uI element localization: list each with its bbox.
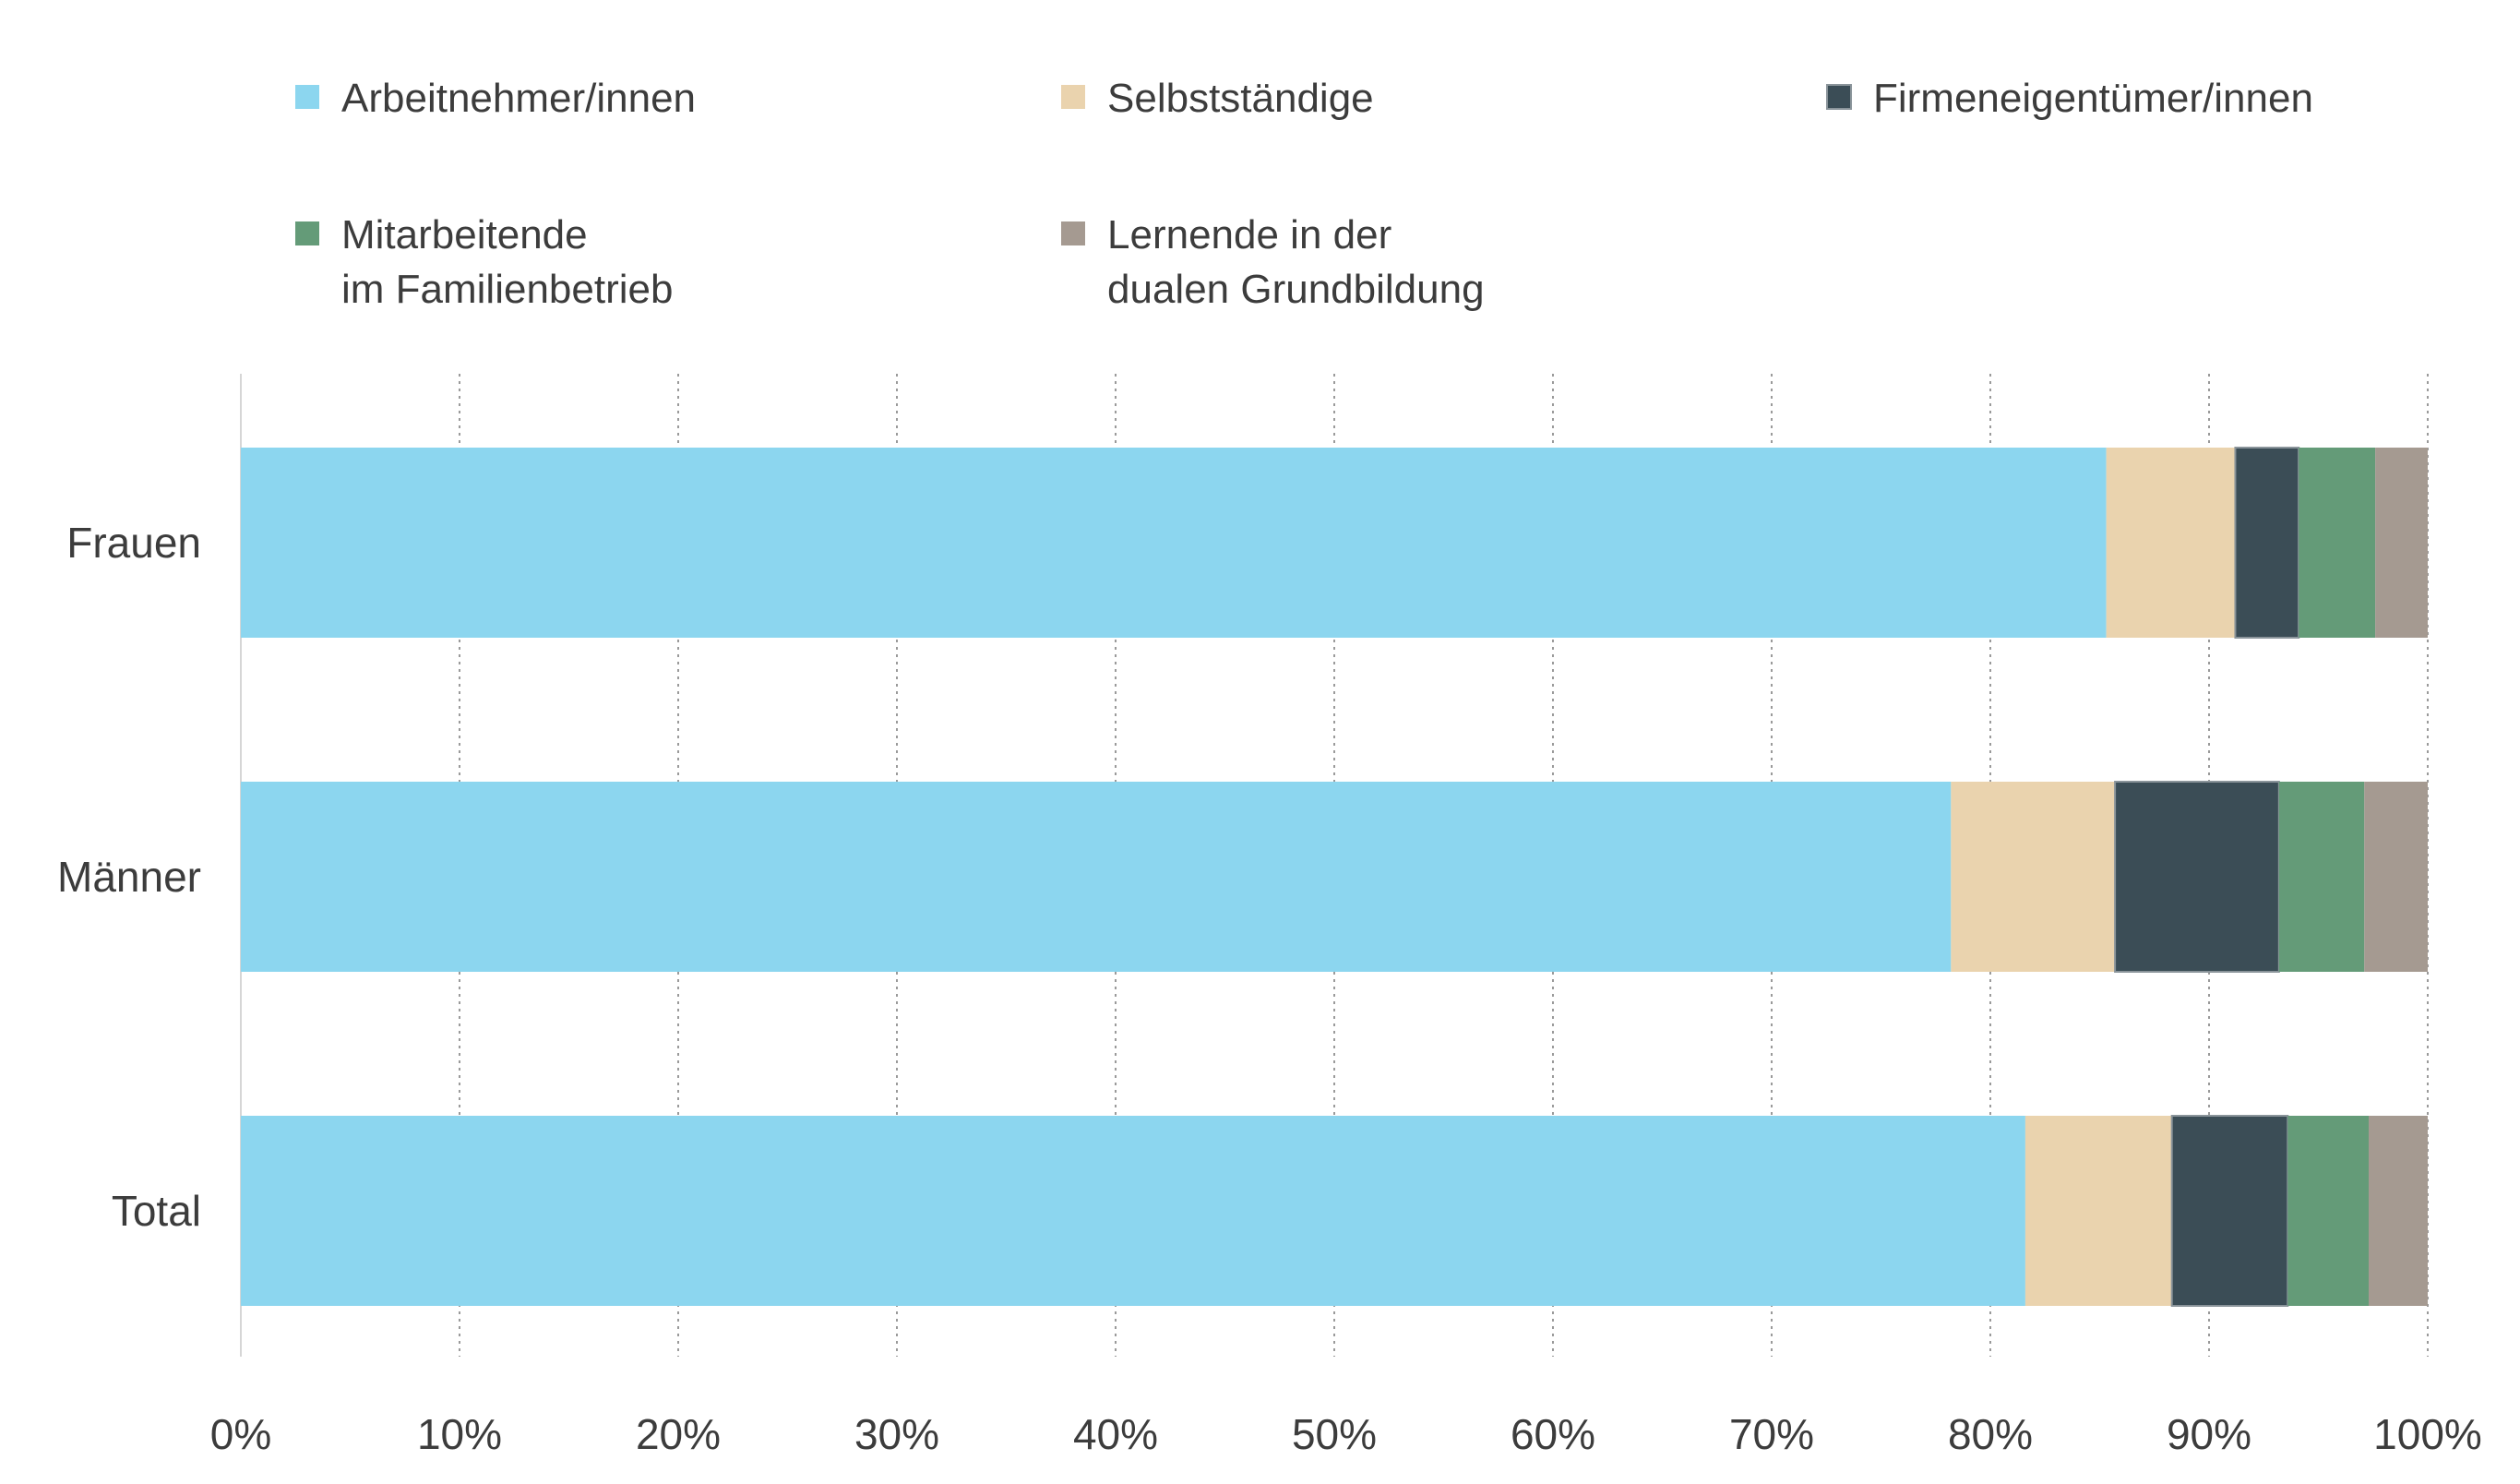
legend-label: im Familienbetrieb [341,267,673,312]
category-labels: Frauen Männer Total [57,519,201,1235]
bar-männer-mitarbeitende-im-familienbetrieb [2278,782,2365,972]
category-label-männer: Männer [57,853,201,901]
legend: Arbeitnehmer/innen Selbstständige Firmenei… [295,76,2313,312]
bar-frauen-arbeitnehmer-innen [241,448,2107,638]
bar-frauen-lernende-in-der-dualen-grundbildung [2375,448,2428,638]
x-tick-label: 90% [2167,1410,2251,1458]
bars [241,447,2428,1307]
x-tick-label: 100% [2373,1410,2482,1458]
bar-männer-firmeneigentümer-innen [2114,781,2280,973]
legend-swatch [295,221,319,245]
legend-label: Selbstständige [1107,76,1374,121]
bar-männer-arbeitnehmer-innen [241,782,1952,972]
legend-label: Lernende in der [1107,212,1391,257]
bar-total-lernende-in-der-dualen-grundbildung [2369,1116,2428,1306]
bar-männer-lernende-in-der-dualen-grundbildung [2364,782,2428,972]
legend-swatch [295,85,319,109]
x-tick-label: 60% [1511,1410,1595,1458]
legend-item-mitarbeitende-im-familienbetrieb: Mitarbeitende im Familienbetrieb [295,212,673,312]
legend-item-firmeneigentümer-innen: Firmeneigentümer/innen [1826,76,2313,121]
legend-label: Arbeitnehmer/innen [341,76,696,121]
bar-total-arbeitnehmer-innen [241,1116,2025,1306]
legend-item-selbstständige: Selbstständige [1061,76,1374,121]
x-tick-label: 50% [1292,1410,1377,1458]
x-tick-label: 10% [417,1410,502,1458]
legend-label: Firmeneigentümer/innen [1873,76,2313,121]
category-label-total: Total [112,1187,201,1235]
x-axis-ticks: 0% 10% 20% 30% 40% 50% 60% 70% 80% 90% 100% [210,1410,2482,1458]
x-tick-label: 30% [854,1410,939,1458]
bar-total-selbstständige [2024,1116,2172,1306]
legend-swatch [1061,221,1085,245]
bar-total-mitarbeitende-im-familienbetrieb [2287,1116,2370,1306]
x-tick-label: 70% [1729,1410,1814,1458]
legend-label: dualen Grundbildung [1107,267,1485,312]
x-tick-label: 40% [1073,1410,1158,1458]
legend-item-lernende-in-der-dualen-grundbildung: Lernende in der dualen Grundbildung [1061,212,1485,312]
bar-frauen-selbstständige [2106,448,2236,638]
legend-swatch [1826,84,1852,110]
legend-item-arbeitnehmer-innen: Arbeitnehmer/innen [295,76,696,121]
x-tick-label: 80% [1948,1410,2033,1458]
x-tick-label: 0% [210,1410,271,1458]
bar-frauen-mitarbeitende-im-familienbetrieb [2299,448,2376,638]
bar-total-firmeneigentümer-innen [2170,1115,2289,1307]
legend-swatch [1061,85,1085,109]
category-label-frauen: Frauen [66,519,201,567]
x-tick-label: 20% [636,1410,721,1458]
bar-frauen-firmeneigentümer-innen [2234,447,2300,639]
bar-männer-selbstständige [1951,782,2116,972]
legend-label: Mitarbeitende [341,212,588,257]
